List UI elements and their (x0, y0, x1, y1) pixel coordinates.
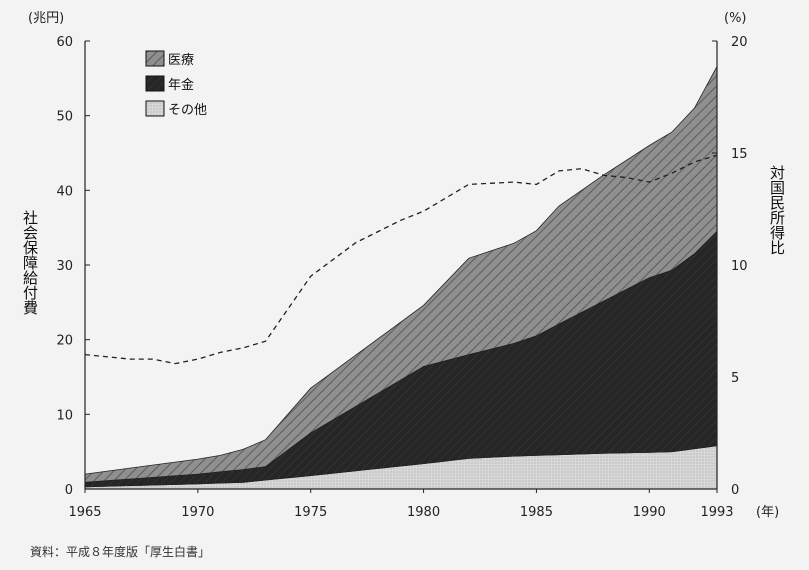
right-tick-label: 5 (731, 371, 739, 386)
source-note: 資料：平成８年度版「厚生白書」 (30, 545, 211, 559)
left-axis-title: 社会保障給付費 (21, 210, 39, 315)
right-tick-label: 10 (731, 259, 748, 274)
right-axis-title: 対国民所得比 (768, 165, 786, 255)
legend-swatch-medical (145, 50, 165, 67)
left-tick-label: 10 (56, 408, 73, 423)
stacked-areas (84, 66, 718, 490)
legend-swatch-other (145, 100, 165, 117)
right-tick-label: 0 (731, 483, 739, 498)
left-unit-label: (兆円) (28, 11, 64, 26)
right-unit-label: (%) (724, 11, 747, 26)
legend-label-pension: 年金 (168, 77, 194, 93)
x-tick-label: 1970 (181, 505, 214, 520)
right-tick-label: 15 (731, 147, 748, 162)
x-tick-label: 1980 (407, 505, 440, 520)
legend-label-other: その他 (168, 103, 207, 118)
tick-marks-and-labels: 0 10 20 30 40 50 60 0 5 10 15 20 1965 1970 1975 1980 198… (56, 35, 747, 520)
x-tick-label: 1985 (520, 505, 553, 520)
legend-label-medical: 医療 (168, 53, 194, 68)
legend-swatch-pension (145, 75, 165, 92)
right-tick-label: 20 (731, 35, 748, 50)
legend: 医療 年金 その他 (145, 50, 207, 118)
left-tick-label: 0 (65, 483, 73, 498)
x-tick-label: 1993 (700, 505, 733, 520)
x-unit-label: (年) (756, 505, 779, 520)
left-tick-label: 40 (56, 184, 73, 199)
left-tick-label: 20 (56, 334, 73, 349)
x-tick-label: 1965 (68, 505, 101, 520)
left-tick-label: 60 (56, 35, 73, 50)
left-tick-label: 50 (56, 110, 73, 125)
x-tick-label: 1990 (633, 505, 666, 520)
x-tick-label: 1975 (294, 505, 327, 520)
left-tick-label: 30 (56, 259, 73, 274)
